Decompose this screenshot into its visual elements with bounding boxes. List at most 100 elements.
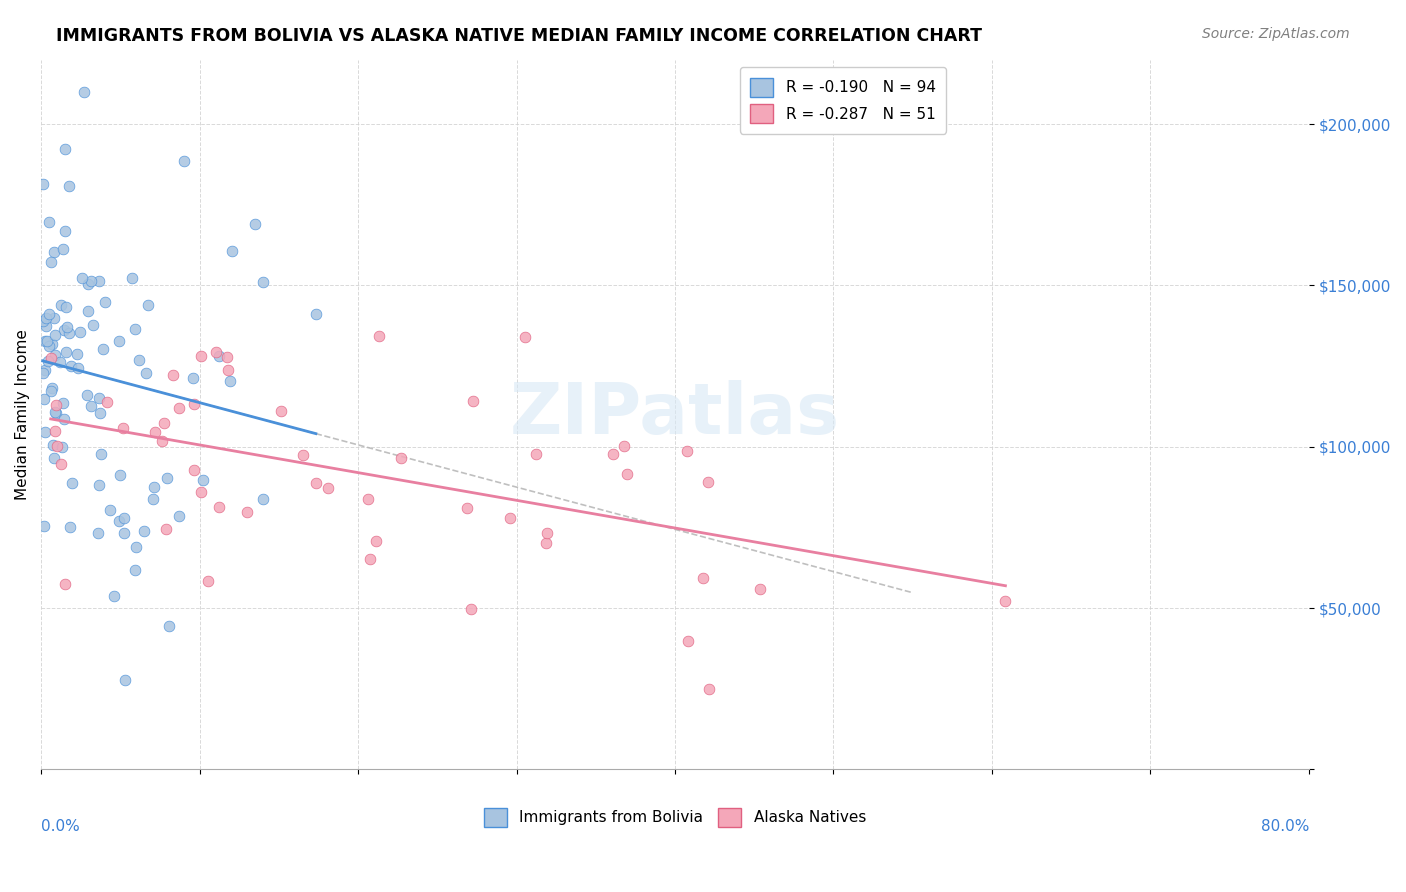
Point [35,311,58,326]
Point [87,478,110,492]
Point [73,85,96,99]
Point [461,394,484,409]
Point [45,406,67,420]
Point [32,366,55,380]
Point [135,366,157,380]
Point [42,450,65,465]
Point [124,322,146,336]
Point [112,511,135,525]
Point [80,400,103,414]
Point [38,339,60,353]
Point [53,142,76,156]
Point [748,582,770,596]
Point [45,440,67,454]
Point [181,371,204,385]
Point [217,363,239,377]
Point [215,350,238,364]
Point [169,509,191,524]
Point [87,274,110,288]
Point [143,425,166,439]
Point [59,520,82,534]
Point [526,447,548,461]
Point [42,244,65,259]
Point [38,215,60,229]
Point [89,406,111,420]
Point [51,440,73,454]
Point [114,673,136,687]
Point [58,326,80,340]
Point [676,444,699,458]
Point [128,353,150,368]
Point [45,398,67,412]
Point [291,448,314,462]
Point [108,514,131,528]
Point [112,525,135,540]
Point [49,354,72,368]
Point [197,574,219,588]
Point [305,307,328,321]
Point [82,318,104,332]
Point [53,323,76,337]
Point [696,475,718,489]
Point [252,491,274,506]
Point [94,295,117,310]
Point [80,274,103,288]
Point [676,634,699,648]
Point [183,397,205,411]
Point [87,525,110,540]
Point [41,337,63,351]
Point [368,329,391,343]
Point [34,425,56,440]
Point [76,388,98,402]
Point [602,447,624,461]
Point [357,491,380,506]
Point [44,348,66,362]
Text: IMMIGRANTS FROM BOLIVIA VS ALASKA NATIVE MEDIAN FAMILY INCOME CORRELATION CHART: IMMIGRANTS FROM BOLIVIA VS ALASKA NATIVE… [56,27,983,45]
Point [207,500,229,515]
Point [190,350,212,364]
Point [316,481,339,495]
Point [103,590,125,604]
Point [142,492,165,507]
Point [304,476,326,491]
Point [692,571,714,585]
Point [52,243,75,257]
Point [534,535,557,549]
Point [167,401,190,415]
Point [697,681,720,696]
Point [77,304,100,318]
Point [34,363,56,377]
Point [616,467,638,481]
Point [153,416,176,430]
Point [98,503,121,517]
Point [55,300,77,314]
Point [55,320,77,334]
Point [59,359,82,373]
Point [55,345,77,359]
Point [31,314,53,328]
Point [52,396,75,410]
Point [66,346,89,360]
Text: ZIPatlas: ZIPatlas [510,380,839,449]
Point [162,368,184,382]
Point [359,551,381,566]
Point [236,505,259,519]
Point [205,345,228,359]
Point [515,329,537,343]
Point [44,327,66,342]
Point [150,434,173,448]
Point [35,334,58,348]
Point [111,420,134,434]
Point [252,275,274,289]
Point [70,270,93,285]
Point [218,374,240,388]
Point [155,522,177,536]
Point [190,484,212,499]
Point [39,351,62,366]
Point [49,458,72,472]
Point [69,325,91,339]
Point [76,277,98,291]
Point [42,311,65,326]
Point [39,255,62,269]
Point [191,473,214,487]
